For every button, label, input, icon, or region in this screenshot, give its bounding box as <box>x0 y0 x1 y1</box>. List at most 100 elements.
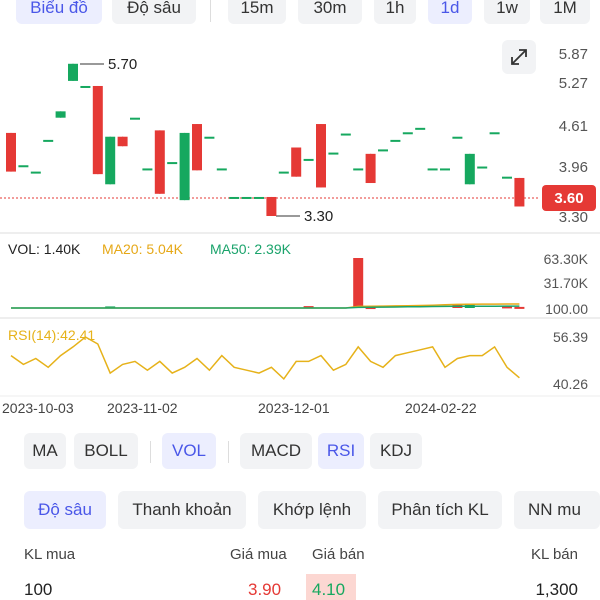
expand-icon <box>511 49 527 65</box>
volume-bar <box>303 306 314 309</box>
vol-label: VOL: 1.40K <box>8 241 81 257</box>
x-tick: 2023-10-03 <box>2 400 74 416</box>
sell-qty-value: 1,300 <box>535 580 578 599</box>
candle-body[interactable] <box>105 136 116 185</box>
ma50-line <box>11 305 520 309</box>
tab-30m[interactable]: 30m <box>298 0 362 24</box>
buy-price-value[interactable]: 3.90 <box>248 580 282 599</box>
y-tick: 5.87 <box>559 46 588 63</box>
rsi-line <box>10 336 520 381</box>
candle-body[interactable] <box>43 139 54 142</box>
header-sell-qty: KL bán <box>531 546 578 563</box>
candle-body[interactable] <box>179 132 190 201</box>
candle-body[interactable] <box>68 63 78 81</box>
indicator-kdj[interactable]: KDJ <box>370 433 422 469</box>
candle-body[interactable] <box>328 152 339 155</box>
indicator-rsi[interactable]: RSI <box>318 433 364 469</box>
ma50-label: MA50: 2.39K <box>210 241 292 257</box>
indicator-vol[interactable]: VOL <box>162 433 216 469</box>
rsi-label: RSI(14):42.41 <box>8 327 95 343</box>
y-tick: 3.96 <box>559 159 588 176</box>
tab-1d[interactable]: 1d <box>428 0 472 24</box>
candle-body[interactable] <box>130 117 140 120</box>
candle-body[interactable] <box>440 168 450 171</box>
section-foreign-trading[interactable]: NN mu <box>514 491 600 529</box>
section-volume-analysis[interactable]: Phân tích KL <box>378 491 502 529</box>
header-sell-price: Giá bán <box>312 546 365 563</box>
rsi-y-tick: 40.26 <box>553 376 588 392</box>
candle-body[interactable] <box>340 133 351 136</box>
price-chart[interactable]: 5.87 5.27 4.61 3.96 3.30 3.60 5.70 3.30 … <box>0 26 600 426</box>
y-tick: 3.30 <box>559 209 588 226</box>
candle-body[interactable] <box>204 136 215 139</box>
timeframe-tabs: Biểu đồ Độ sâu 15m 30m 1h 1d 1w 1M <box>0 0 600 26</box>
low-label: 3.30 <box>304 208 333 225</box>
indicator-boll[interactable]: BOLL <box>74 433 138 469</box>
tab-1h[interactable]: 1h <box>374 0 416 24</box>
tab-chart[interactable]: Biểu đồ <box>16 0 102 24</box>
candle-body[interactable] <box>489 132 500 135</box>
last-price-text: 3.60 <box>554 190 583 207</box>
candle-body[interactable] <box>464 153 475 185</box>
sell-price-value[interactable]: 4.10 <box>312 580 346 599</box>
y-tick: 4.61 <box>559 118 588 135</box>
high-label: 5.70 <box>108 56 137 73</box>
header-buy-qty: KL mua <box>24 546 76 563</box>
x-tick: 2023-12-01 <box>258 400 330 416</box>
candle-body[interactable] <box>30 171 41 174</box>
candle-body[interactable] <box>18 165 29 168</box>
candle-body[interactable] <box>216 168 227 171</box>
candle-body[interactable] <box>278 171 289 174</box>
candle-body[interactable] <box>167 162 178 165</box>
candle-body[interactable] <box>427 168 438 171</box>
candle-body[interactable] <box>92 85 103 175</box>
tab-1M[interactable]: 1M <box>540 0 590 24</box>
indicator-tabs: MA BOLL VOL MACD RSI KDJ <box>0 433 600 471</box>
candle-body[interactable] <box>402 132 413 135</box>
candle-body[interactable] <box>378 149 388 152</box>
candle-body[interactable] <box>514 177 525 207</box>
tab-depth[interactable]: Độ sâu <box>112 0 196 24</box>
candle-body[interactable] <box>390 139 401 142</box>
candle-body[interactable] <box>154 130 165 194</box>
expand-button[interactable] <box>502 40 536 74</box>
candle-body[interactable] <box>353 168 364 171</box>
section-depth[interactable]: Độ sâu <box>24 491 106 529</box>
candle-body[interactable] <box>229 196 240 199</box>
candle-body[interactable] <box>241 196 252 199</box>
tab-15m[interactable]: 15m <box>228 0 286 24</box>
candle-body[interactable] <box>316 124 326 188</box>
candle-body[interactable] <box>266 196 277 216</box>
volume-bar <box>514 306 525 309</box>
candle-body[interactable] <box>303 158 314 161</box>
rsi-y-tick: 56.39 <box>553 329 588 345</box>
section-matched-orders[interactable]: Khớp lệnh <box>258 491 366 529</box>
x-tick: 2024-02-22 <box>405 400 477 416</box>
tab-divider <box>210 0 211 22</box>
candles <box>6 63 525 216</box>
candle-body[interactable] <box>254 196 264 199</box>
last-price-badge: 3.60 <box>542 185 596 211</box>
indicator-divider <box>150 441 151 463</box>
indicator-macd[interactable]: MACD <box>240 433 312 469</box>
candle-body[interactable] <box>192 124 202 171</box>
candle-body[interactable] <box>452 136 463 139</box>
candle-body[interactable] <box>55 111 66 118</box>
candle-body[interactable] <box>80 85 91 88</box>
candle-body[interactable] <box>6 132 16 172</box>
candle-body[interactable] <box>142 168 153 171</box>
x-tick: 2023-11-02 <box>107 400 178 416</box>
candle-body[interactable] <box>477 166 488 169</box>
vol-y-tick: 31.70K <box>544 275 589 291</box>
candle-body[interactable] <box>415 127 426 130</box>
section-liquidity[interactable]: Thanh khoản <box>118 491 246 529</box>
indicator-ma[interactable]: MA <box>24 433 66 469</box>
candle-body[interactable] <box>291 147 302 177</box>
candle-body[interactable] <box>117 136 128 147</box>
buy-qty-value: 100 <box>24 580 53 599</box>
volume-bar <box>502 306 512 309</box>
y-tick: 5.27 <box>559 75 588 92</box>
candle-body[interactable] <box>502 176 512 179</box>
candle-body[interactable] <box>365 153 376 184</box>
tab-1w[interactable]: 1w <box>484 0 530 24</box>
